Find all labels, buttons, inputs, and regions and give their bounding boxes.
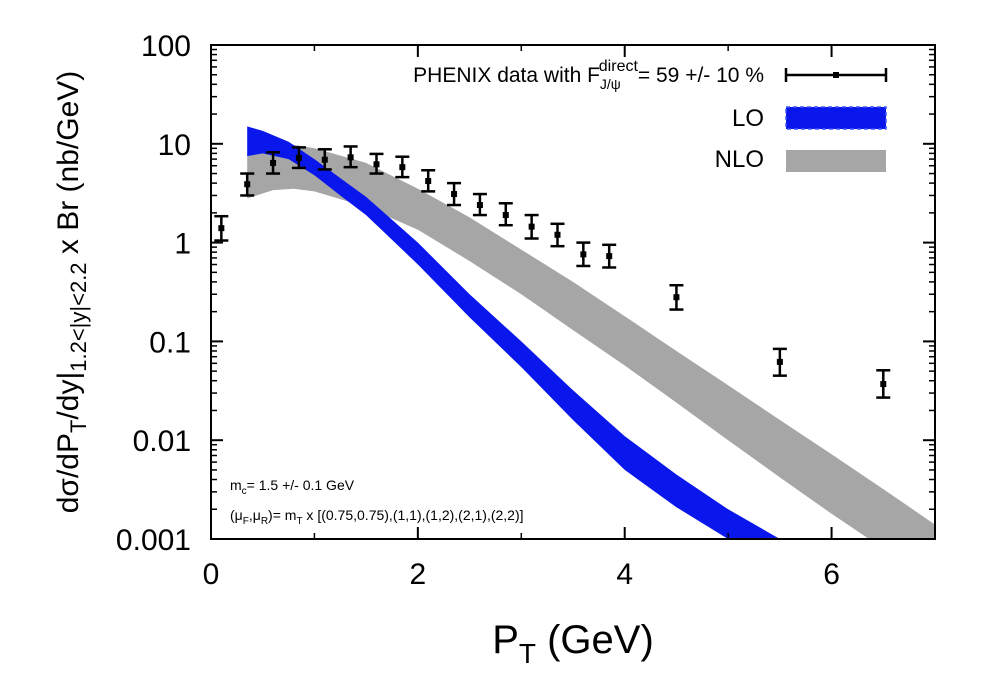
legend: PHENIX data with FJ/ψdirect= 59 +/- 10 %… [413,58,888,173]
legend-nlo-swatch [786,150,886,172]
data-point-14 [576,241,591,268]
data-marker-3 [295,154,302,161]
legend-lo-swatch [785,106,887,130]
data-marker-12 [528,223,535,230]
data-marker-4 [321,156,328,163]
mass-annotation-sub: c [242,486,247,497]
scale-annotation: (μF,μR)= mT x [(0.75,0.75),(1,1),(1,2),(… [230,507,524,527]
data-marker-8 [425,178,432,185]
data-points [214,145,891,399]
data-marker-6 [373,161,380,168]
scale-annotation-close: )= m [268,507,296,523]
data-marker-18 [880,381,887,388]
data-marker-7 [399,164,406,171]
x-axis-title: PT (GeV) [492,618,654,669]
data-point-6 [369,152,384,175]
y-axis-title-part1: dσ/dP [52,433,85,513]
x-tick-label-1: 2 [410,558,427,591]
data-point-3 [291,146,306,170]
legend-data-label-sub: J/ψ [600,76,621,92]
data-point-0 [214,214,229,242]
data-point-13 [550,222,565,248]
x-axis-title-main: P [492,618,519,662]
scale-annotation-sub1: F [243,516,249,527]
data-point-15 [602,243,617,269]
y-axis-title-sub2: 1.2<|y|<2.2 [66,262,91,371]
data-marker-1 [244,181,251,188]
data-point-8 [421,168,436,193]
data-marker-11 [502,212,509,219]
data-marker-17 [776,358,783,365]
legend-lo-label: LO [732,105,764,132]
legend-data-label-sup: direct [599,58,639,75]
mass-annotation-tail: = 1.5 +/- 0.1 GeV [247,477,355,493]
x-axis-title-subscript: T [519,638,536,669]
y-axis-title: dσ/dPT/dy|1.2<|y|<2.2 x Br (nb/GeV) [52,71,91,514]
data-point-12 [524,213,539,240]
data-marker-14 [580,251,587,258]
legend-data-label: PHENIX data with FJ/ψdirect= 59 +/- 10 % [413,58,764,92]
y-axis-title-part3: x Br (nb/GeV) [52,71,85,263]
data-marker-9 [451,191,458,198]
data-point-11 [498,202,513,227]
plot-frame [210,44,936,540]
y-axis-title-sub1: T [66,420,91,433]
data-point-18 [876,369,891,399]
y-tick-label-3: 1 [174,228,191,261]
data-marker-10 [476,202,483,209]
legend-data-label-main: PHENIX data with F [413,64,600,87]
nlo-band [247,143,935,539]
y-axis-title-part2: /dy| [52,372,85,420]
data-point-9 [447,181,462,207]
axis-ticks: 0.001 0.01 0.1 1 10 100 0 2 4 6 [116,30,935,591]
y-tick-label-4: 10 [158,129,191,162]
data-marker-5 [347,154,354,161]
y-tick-label-0: 0.001 [116,524,191,557]
legend-data-label-tail: = 59 +/- 10 % [638,64,764,87]
y-tick-label-5: 100 [141,30,191,63]
data-point-5 [343,145,358,169]
x-tick-label-3: 6 [823,558,840,591]
data-marker-15 [606,253,613,260]
mass-annotation: mc= 1.5 +/- 0.1 GeV [230,477,355,497]
y-tick-label-1: 0.01 [133,425,191,458]
data-marker-13 [554,231,561,238]
scale-annotation-mid: ,μ [249,507,261,523]
scale-annotation-open: (μ [230,507,243,523]
scale-annotation-sub3: T [296,516,302,527]
scale-annotation-tail: x [(0.75,0.75),(1,1),(1,2),(2,1),(2,2)] [303,507,524,523]
data-point-4 [317,148,332,171]
scale-annotation-sub2: R [261,516,268,527]
x-axis-title-unit: (GeV) [547,618,654,662]
legend-data-symbol [784,68,888,82]
data-point-16 [669,284,684,311]
mass-annotation-main: m [230,477,242,493]
data-point-7 [395,155,410,179]
data-point-2 [266,151,281,175]
data-point-17 [772,347,787,377]
legend-nlo-label: NLO [715,146,764,173]
x-tick-label-0: 0 [203,558,220,591]
data-marker-0 [218,225,225,232]
data-marker-16 [673,294,680,301]
data-point-1 [240,172,255,197]
x-axis-title-space [536,618,547,662]
x-tick-label-2: 4 [616,558,633,591]
data-point-10 [472,192,487,217]
y-tick-label-2: 0.1 [149,326,191,359]
data-marker-2 [270,159,277,166]
